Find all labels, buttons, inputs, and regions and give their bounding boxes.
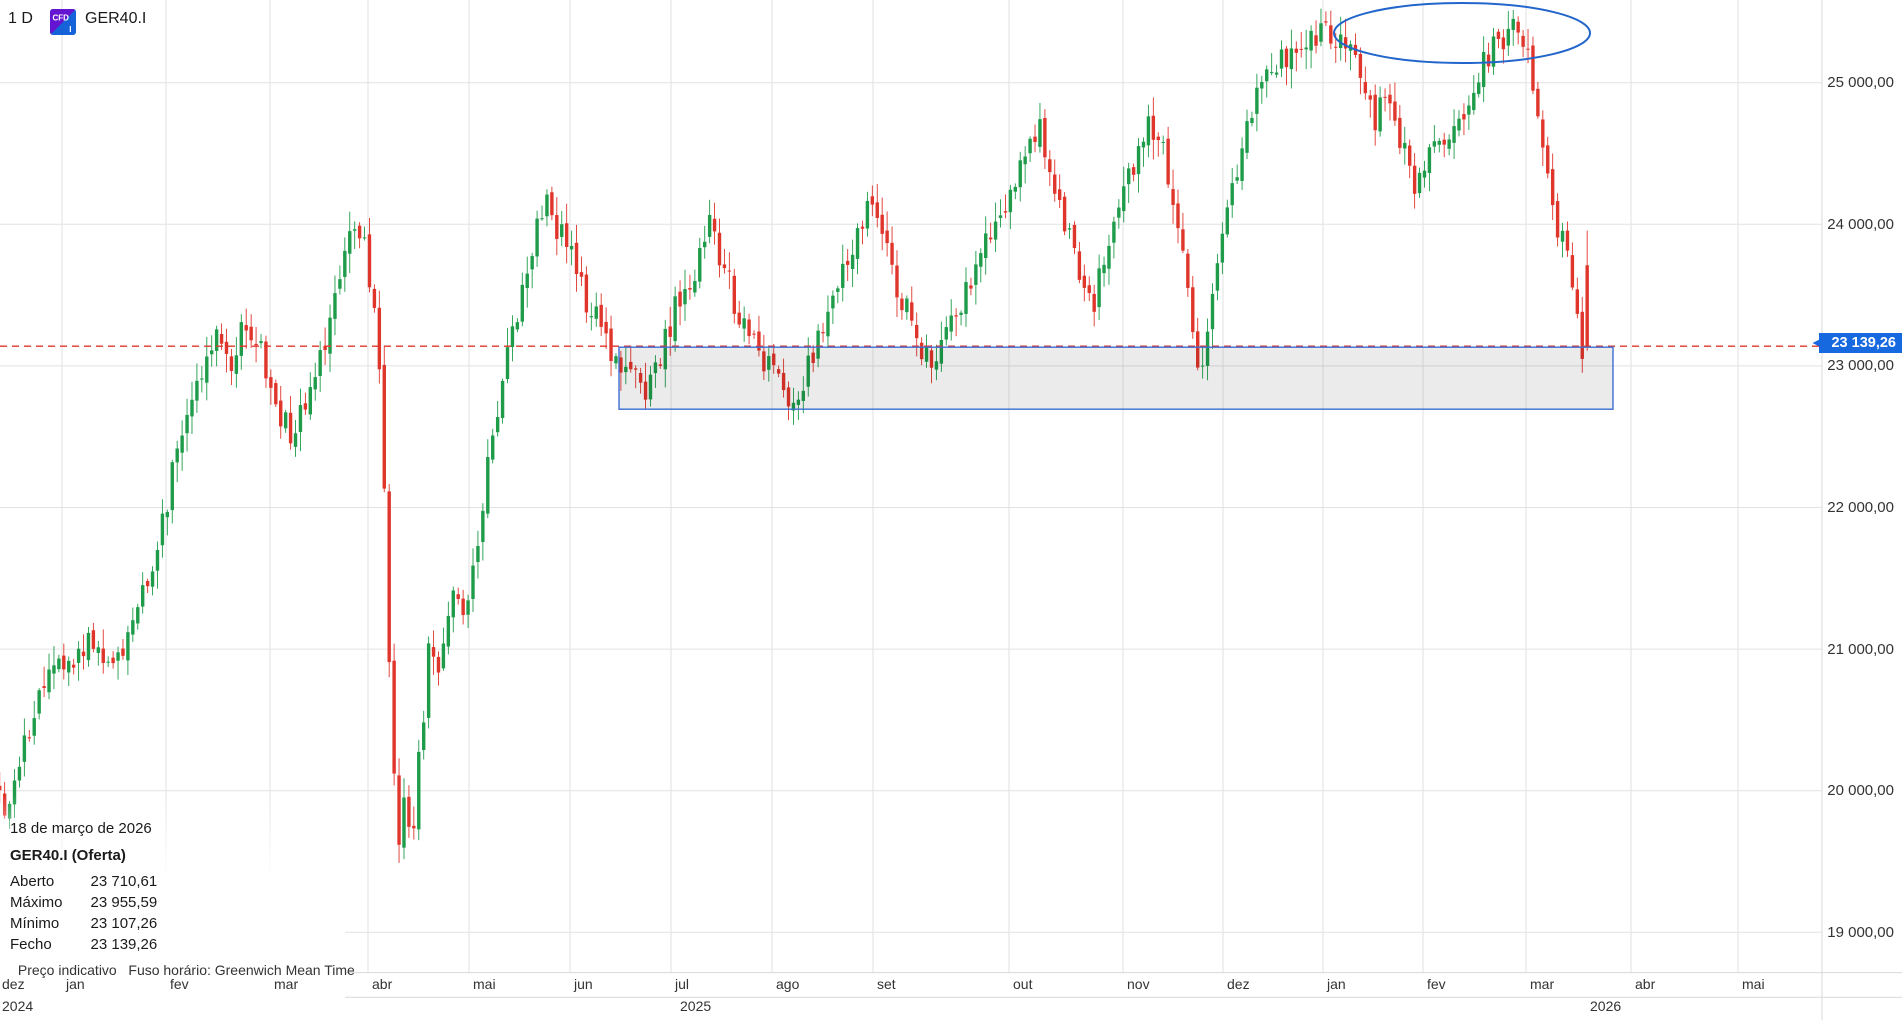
svg-text:CFD: CFD — [53, 14, 70, 23]
svg-text:I: I — [69, 25, 71, 34]
